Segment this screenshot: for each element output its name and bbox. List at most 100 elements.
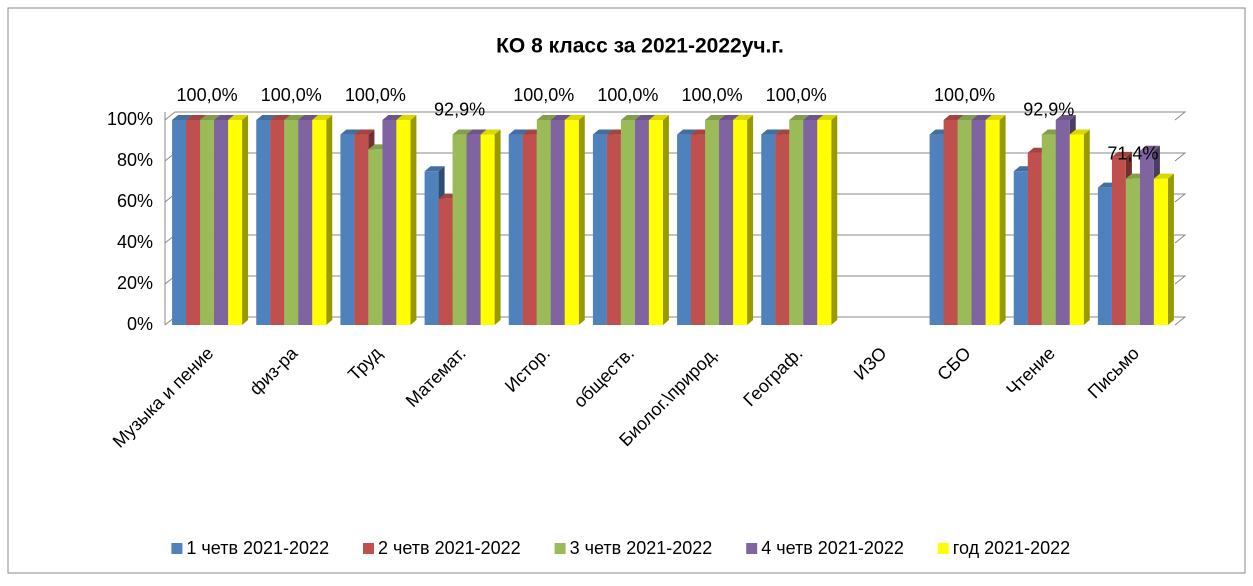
legend-label: год 2021-2022 [953,538,1070,558]
bar-top [705,115,726,120]
legend-label: 4 четв 2021-2022 [761,538,904,558]
y-tick-label: 20% [117,273,153,293]
bar-top [677,129,698,135]
bar [719,120,734,325]
bar-top [985,115,1006,120]
bar [606,134,621,325]
bar-top [648,115,669,120]
bar-top [1069,129,1090,135]
bar [803,120,818,325]
data-label: 100,0% [345,85,406,105]
bar-top [803,115,824,120]
y-tick-label: 100% [107,109,153,129]
bar-top [270,115,291,120]
y-tick-label: 0% [127,314,153,334]
bar-top [564,115,585,120]
bar-top [452,129,473,135]
bar [733,120,748,325]
bar [1111,156,1126,325]
bar [789,120,804,325]
bar [284,120,299,325]
bar [564,120,579,325]
bar-side [1083,129,1090,325]
bar-top [1139,145,1160,151]
data-label: 100,0% [682,85,743,105]
bar-top [550,115,571,120]
bar-top [733,115,754,120]
bar-top [719,115,740,120]
chart-title: КО 8 класс за 2021-2022уч.г. [496,35,784,58]
bar [466,134,481,325]
bar [312,120,327,325]
bar [985,120,1000,325]
bar-top [298,115,319,120]
legend-swatch [171,543,183,554]
bar-top [508,129,529,135]
bar [1153,178,1168,325]
bar-top [817,115,838,120]
bar [648,120,663,325]
bar-top [186,115,207,120]
bar [705,120,720,325]
legend-label: 1 четв 2021-2022 [186,538,329,558]
bar [186,120,201,325]
data-label: 100,0% [261,85,322,105]
bar [550,120,565,325]
bar [1013,171,1028,325]
data-label: 100,0% [513,85,574,105]
bar [1139,150,1154,325]
y-tick-label: 80% [117,150,153,170]
bar [508,134,523,325]
bar-top [634,115,655,120]
data-label: 100,0% [597,85,658,105]
bar [424,171,439,325]
bar-top [620,115,641,120]
bar [480,134,495,325]
bar-top [536,115,557,120]
bar [270,120,285,325]
bar-top [943,115,964,120]
bar [691,134,706,325]
bar [1125,178,1140,325]
legend-swatch [746,543,758,554]
bar-side [1167,173,1174,325]
bar [775,134,790,325]
bar-top [214,115,235,120]
bar-top [172,115,193,120]
bar [228,120,243,325]
bar [200,120,215,325]
data-label: 100,0% [766,85,827,105]
bar [298,120,313,325]
bar [368,149,383,325]
bar-top [971,115,992,120]
bar-top [200,115,221,120]
bar [1055,120,1070,325]
bar-side [326,115,333,325]
bar [522,134,537,325]
bar-side [831,115,838,325]
bar-side [410,115,417,325]
bar-top [466,129,487,135]
bar-top [592,129,613,135]
bar-top [1055,115,1076,120]
bar [677,134,692,325]
bar [340,134,355,325]
bar-top [340,129,361,135]
bar [592,134,607,325]
bar-top [1153,173,1174,179]
bar [761,134,776,325]
bar [1041,134,1056,325]
bar-side [747,115,754,325]
bar [452,134,467,325]
bar [214,120,229,325]
bar-top [382,115,403,120]
bar [1027,152,1042,325]
bar [256,120,271,325]
bar [172,120,187,325]
grid-line [164,111,1187,121]
bar-top [396,115,417,120]
legend-label: 2 четв 2021-2022 [378,538,521,558]
bar [1069,134,1084,325]
bar-side [999,115,1006,325]
